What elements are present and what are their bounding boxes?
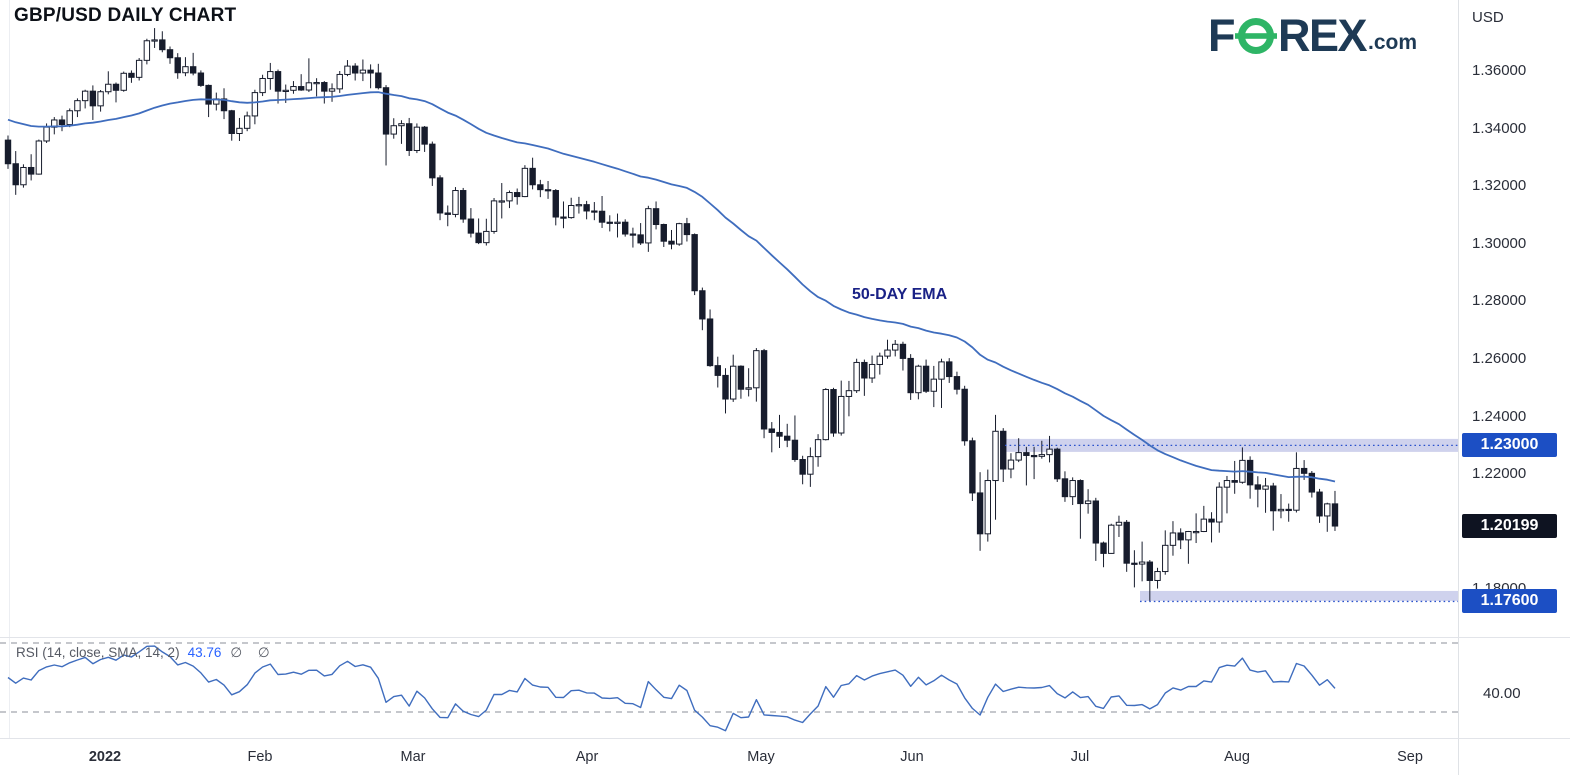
axis-currency-label: USD xyxy=(1472,9,1504,26)
time-axis-label: 2022 xyxy=(88,749,122,765)
ema-annotation-label: 50-DAY EMA xyxy=(852,286,948,303)
logo-text-rex: REX xyxy=(1278,10,1368,61)
logo-globe-icon xyxy=(1235,17,1277,54)
price-tick-label: 1.36000 xyxy=(1472,62,1527,79)
time-axis-label: Jul xyxy=(1070,749,1090,765)
page-title: GBP/USD DAILY CHART xyxy=(14,5,237,26)
level-lines[interactable] xyxy=(1005,444,1458,603)
pane-divider-rsi-timeaxis xyxy=(0,738,1570,739)
rsi-legend-title: RSI (14, close, SMA, 14, 2) xyxy=(16,645,180,660)
time-axis-label: Aug xyxy=(1224,749,1250,765)
logo-text-com: .com xyxy=(1368,30,1418,54)
price-tick-label: 1.34000 xyxy=(1472,119,1527,137)
rsi-indicator-canvas[interactable] xyxy=(0,637,1458,738)
last-price-badge: 1.20199 xyxy=(1462,514,1557,539)
level-price-badge: 1.17600 xyxy=(1462,588,1557,613)
level-price-badge: 1.23000 xyxy=(1462,433,1557,458)
candlestick-series xyxy=(4,28,1339,601)
price-chart-canvas[interactable] xyxy=(0,0,1458,637)
level-bands xyxy=(1005,438,1458,601)
ema-line[interactable] xyxy=(7,91,1336,483)
price-tick-label: 1.28000 xyxy=(1472,292,1527,310)
price-tick-label: 1.32000 xyxy=(1472,177,1527,195)
time-axis-label: Feb xyxy=(247,749,273,765)
logo-text-f: F xyxy=(1208,10,1236,61)
forex-com-logo: F REX .com xyxy=(1208,13,1417,58)
time-axis-label: Apr xyxy=(575,749,599,765)
time-axis-label: May xyxy=(747,749,775,765)
rsi-scale-label: 40.00 xyxy=(1483,685,1521,702)
pane-divider-main-rsi[interactable] xyxy=(0,637,1570,638)
price-tick-label: 1.22000 xyxy=(1472,465,1527,483)
rsi-legend-value: 43.76 xyxy=(187,645,222,660)
time-axis-label: Mar xyxy=(400,749,426,765)
price-tick-label: 1.24000 xyxy=(1472,407,1527,425)
rsi-line[interactable] xyxy=(7,645,1336,732)
rsi-null-flags: ∅ ∅ xyxy=(230,645,276,660)
price-tick-label: 1.30000 xyxy=(1472,234,1527,252)
time-axis-label: Sep xyxy=(1397,749,1423,765)
series-start-gridline xyxy=(9,0,10,742)
rsi-legend: RSI (14, close, SMA, 14, 2) 43.76 ∅ ∅ xyxy=(16,645,276,661)
price-axis-pane[interactable]: USD 1.36000 1.34000 1.32000 1.30000 1.28000 1… xyxy=(1458,0,1570,775)
time-axis-pane[interactable]: 2022 Feb Mar Apr May Jun Jul Aug Sep xyxy=(0,738,1458,775)
time-axis-label: Jun xyxy=(900,749,924,765)
price-tick-label: 1.26000 xyxy=(1472,350,1527,367)
